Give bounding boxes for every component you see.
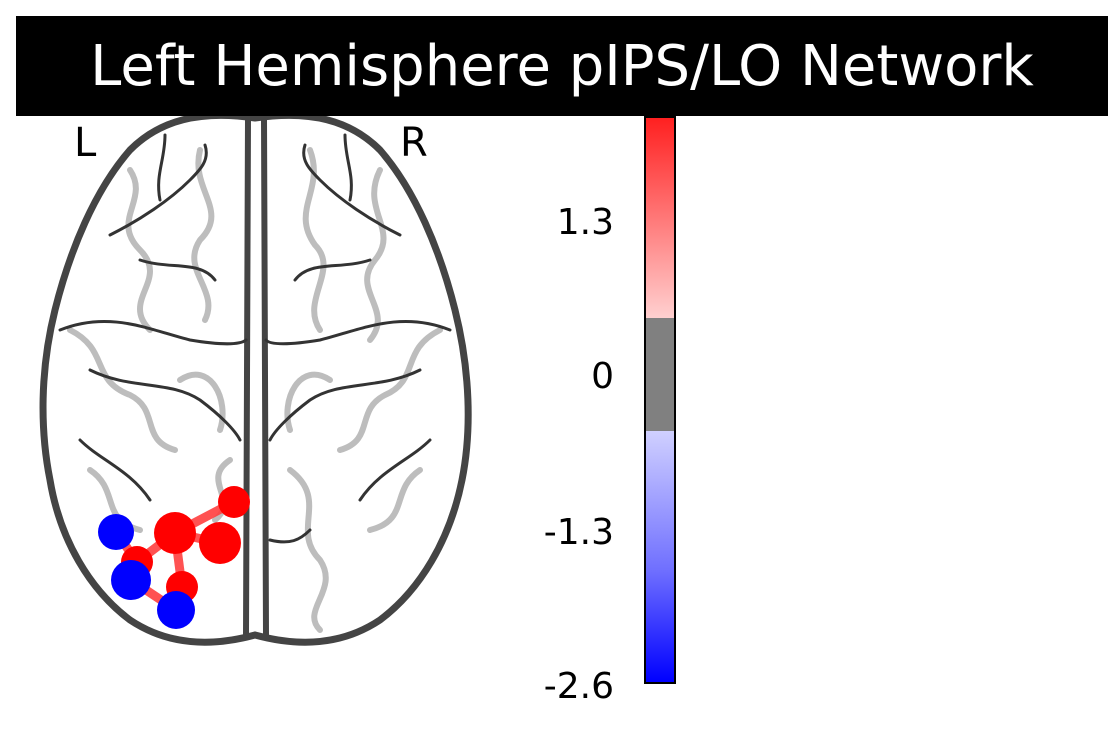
glass-brain-axial xyxy=(39,111,472,646)
colorbar-tick-label: -1.3 xyxy=(543,512,614,553)
colorbar-tick-label: 1.3 xyxy=(556,202,614,243)
colorbar-tick-label: 0 xyxy=(591,356,614,397)
node-blue-1[interactable] xyxy=(98,514,134,550)
node-red-1[interactable] xyxy=(218,486,250,518)
brain-midline xyxy=(243,117,269,636)
node-red-3[interactable] xyxy=(199,522,241,564)
node-red-2[interactable] xyxy=(154,512,196,554)
colorbar xyxy=(644,116,676,684)
colorbar-tick-label: -2.6 xyxy=(543,666,614,707)
figure-title: Left Hemisphere pIPS/LO Network xyxy=(16,16,1108,116)
brain-outline xyxy=(39,111,472,646)
right-orientation-label: R xyxy=(400,120,428,166)
node-blue-2[interactable] xyxy=(111,560,151,600)
node-blue-3[interactable] xyxy=(157,591,195,629)
brain-sulci xyxy=(58,133,452,544)
left-orientation-label: L xyxy=(74,120,97,166)
